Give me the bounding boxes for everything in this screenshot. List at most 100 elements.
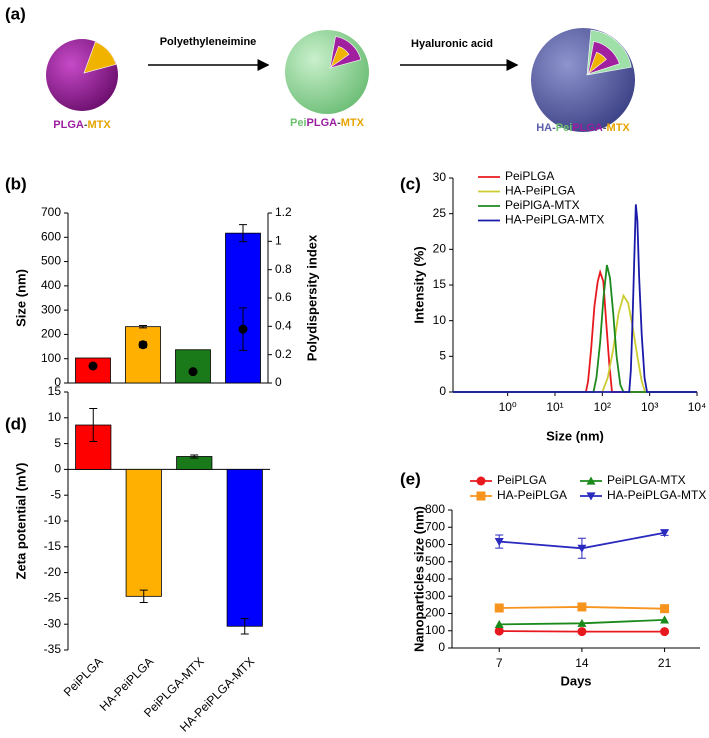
scheme: (a) PLGA-MTX PeiPLGA-MTX HA-PeiPLGA-MTXPol… (5, 4, 635, 134)
legend-label: HA-PeiPLGA-MTX (505, 213, 604, 227)
sphere-slice (330, 45, 350, 68)
y-tick-label: 300 (425, 588, 445, 602)
y-tick-label: 100 (425, 623, 445, 637)
x-axis-title: Days (560, 673, 591, 688)
x-tick-label: PeiPLGA (61, 654, 106, 699)
marker (660, 529, 670, 538)
step-label: PLGA-MTX (53, 119, 111, 131)
legend-marker (586, 492, 596, 501)
label-part: Pei (290, 117, 307, 129)
label-part: PLGA (53, 119, 84, 131)
legend-label: PeiPLGA-MTX (607, 473, 686, 487)
label-part: - (84, 119, 88, 131)
legend-label: HA-PeiPLGA (497, 488, 567, 502)
legend-marker (476, 491, 486, 501)
sphere-slice (588, 51, 607, 74)
step-label: HA-PeiPLGA-MTX (536, 122, 630, 134)
y-tick-label: 5 (439, 349, 446, 363)
error-bar (139, 589, 148, 604)
marker (660, 615, 670, 624)
x-tick-label: 10⁴ (688, 400, 707, 414)
x-tick-label: 10² (594, 400, 611, 414)
arrow-label: Hyaluronic acid (411, 38, 493, 50)
error-bar (89, 408, 98, 443)
error-bar (239, 224, 247, 243)
y2-tick-label: 0.8 (275, 262, 292, 276)
line (453, 264, 697, 393)
y2-axis-title: Polydispersity index (304, 234, 319, 361)
arrow-label: Polyethyleneimine (160, 36, 257, 48)
marker (494, 537, 504, 547)
legend-label: PeiPlGA-MTX (505, 198, 580, 212)
step-label: PeiPLGA-MTX (290, 117, 365, 129)
bar (125, 326, 161, 384)
marker (88, 361, 98, 371)
label-part: PLGA (307, 117, 338, 129)
y-tick-label: 30 (433, 170, 447, 184)
marker (494, 603, 504, 613)
y-tick-label: 25 (433, 206, 447, 220)
line (453, 269, 697, 393)
y-tick-label: 0 (54, 462, 61, 476)
error-bar (190, 454, 199, 459)
bar (125, 468, 162, 597)
y-tick-label: 600 (41, 229, 61, 243)
error-bar (240, 618, 249, 635)
legend-marker (476, 476, 486, 486)
panel-label: (e) (400, 469, 421, 488)
marker (660, 604, 670, 614)
y2-tick-label: 0.4 (275, 319, 292, 333)
y-tick-label: -20 (44, 565, 62, 579)
line (453, 293, 697, 393)
panel-label: (b) (5, 174, 27, 193)
panel-label: (a) (5, 4, 26, 23)
marker (188, 367, 198, 377)
label-part: - (337, 117, 341, 129)
y-tick-label: -35 (44, 642, 62, 656)
y-tick-label: 5 (54, 436, 61, 450)
x-tick-label: 10¹ (546, 400, 563, 414)
error-bar (239, 307, 247, 351)
y-axis-title: Intensity (%) (411, 246, 426, 323)
legend-label: HA-PeiPLGA (505, 184, 575, 198)
panel-label: (c) (400, 174, 421, 193)
marker (577, 618, 587, 627)
error-bar (139, 324, 147, 329)
label-part: - (603, 122, 607, 134)
x-tick-label: 21 (658, 656, 672, 670)
y2-tick-label: 1 (275, 234, 282, 248)
y-tick-label: 200 (425, 606, 445, 620)
x-tick-label: 7 (496, 656, 503, 670)
y-tick-label: 200 (41, 327, 61, 341)
bar (226, 468, 263, 627)
label-part: MTX (88, 119, 112, 131)
legend-label: HA-PeiPLGA-MTX (607, 488, 706, 502)
y-tick-label: 400 (41, 278, 61, 292)
label-part: MTX (341, 117, 365, 129)
panel-label: (d) (5, 414, 27, 433)
marker (577, 627, 587, 637)
legend-label: PeiPLGA (497, 473, 546, 487)
marker (577, 602, 587, 612)
x-tick-label: 10⁰ (499, 400, 517, 414)
y-tick-label: 500 (425, 554, 445, 568)
label-part: HA- (536, 122, 556, 134)
legend-label: PeiPLGA (505, 169, 554, 183)
y-tick-label: 10 (433, 313, 447, 327)
y-tick-label: 400 (425, 571, 445, 585)
y-tick-label: 15 (433, 277, 447, 291)
sphere-slice (83, 41, 117, 74)
marker (494, 619, 504, 628)
y-tick-label: -5 (50, 487, 61, 501)
y2-tick-label: 0.6 (275, 290, 292, 304)
y2-tick-label: 0 (275, 375, 282, 389)
label-part: PLGA (572, 122, 603, 134)
y-tick-label: 700 (41, 205, 61, 219)
error-bar (139, 341, 147, 349)
legend-marker (586, 476, 596, 485)
y-tick-label: 600 (425, 537, 445, 551)
y-tick-label: 700 (425, 519, 445, 533)
y-axis-title: Size (nm) (13, 269, 28, 327)
